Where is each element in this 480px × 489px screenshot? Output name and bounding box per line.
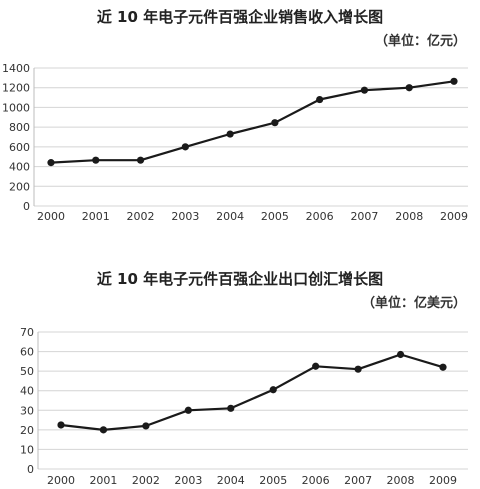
data-point	[439, 363, 447, 371]
chart-unit: （单位：亿美元）	[361, 296, 466, 311]
y-tick-label: 800	[9, 121, 30, 134]
data-point	[227, 404, 235, 412]
y-tick-label: 70	[20, 326, 34, 339]
x-tick-label: 2002	[127, 210, 155, 223]
x-tick-label: 2004	[217, 474, 245, 487]
data-point	[92, 156, 100, 164]
series-line	[60, 353, 444, 431]
export-earnings-chart: 近 10 年电子元件百强企业出口创汇增长图 （单位：亿美元） 0 10 20 30 40…	[0, 262, 480, 489]
data-point	[181, 143, 189, 151]
y-tick-label: 1200	[2, 82, 30, 95]
y-tick-label: 400	[9, 161, 30, 174]
x-tick-label: 2006	[302, 474, 330, 487]
y-tick-label: 40	[20, 385, 34, 398]
x-tick-label: 2000	[47, 474, 75, 487]
data-point	[360, 86, 369, 94]
x-tick-label: 2009	[440, 210, 468, 223]
data-point	[354, 365, 362, 373]
sales-revenue-plot: 0 200 400 600 800 1000 1200 1400 2000 2001 2002 200…	[2, 62, 468, 223]
data-point	[316, 95, 324, 104]
y-tick-label: 10	[20, 443, 34, 456]
y-tick-label: 30	[20, 404, 34, 417]
y-tick-label: 20	[20, 424, 34, 437]
data-point	[405, 84, 413, 92]
y-tick-label: 600	[9, 141, 30, 154]
data-point	[57, 421, 65, 429]
x-tick-label: 2001	[82, 210, 110, 223]
x-tick-label: 2006	[306, 210, 334, 223]
x-tick-label: 2000	[37, 210, 65, 223]
data-point	[142, 422, 150, 430]
data-point	[312, 362, 320, 370]
x-tick-label: 2007	[344, 474, 372, 487]
x-tick-label: 2004	[216, 210, 244, 223]
data-point	[99, 426, 108, 434]
data-point	[47, 159, 55, 167]
data-point	[396, 350, 405, 359]
data-point	[269, 386, 277, 394]
y-tick-label: 0	[23, 200, 30, 213]
y-tick-label: 0	[27, 463, 34, 476]
sales-revenue-chart: 近 10 年电子元件百强企业销售收入增长图 （单位：亿元） 0 200 400 600…	[0, 0, 480, 240]
x-tick-label: 2001	[89, 474, 117, 487]
x-tick-label: 2005	[259, 474, 287, 487]
export-earnings-plot: 0 10 20 30 40 50 60 70 2000 2001 2002 2003 2004 2005 2…	[20, 326, 468, 487]
x-tick-label: 2008	[387, 474, 415, 487]
y-tick-label: 1400	[2, 62, 30, 75]
x-tick-label: 2008	[395, 210, 423, 223]
x-tick-label: 2002	[132, 474, 160, 487]
x-tick-label: 2003	[174, 474, 202, 487]
data-point	[450, 77, 458, 85]
data-point	[184, 406, 192, 414]
y-tick-label: 50	[20, 365, 34, 378]
x-tick-label: 2003	[171, 210, 199, 223]
series-line	[50, 80, 455, 164]
data-point	[271, 119, 279, 127]
x-tick-label: 2007	[350, 210, 378, 223]
y-tick-label: 200	[9, 180, 30, 193]
chart-title: 近 10 年电子元件百强企业销售收入增长图	[96, 8, 384, 26]
data-point	[136, 156, 145, 164]
chart-title: 近 10 年电子元件百强企业出口创汇增长图	[96, 270, 384, 288]
x-tick-label: 2009	[429, 474, 457, 487]
y-tick-label: 1000	[2, 101, 30, 114]
chart-unit: （单位：亿元）	[374, 34, 466, 49]
x-tick-label: 2005	[261, 210, 289, 223]
y-tick-label: 60	[20, 346, 34, 359]
data-point	[226, 130, 234, 138]
